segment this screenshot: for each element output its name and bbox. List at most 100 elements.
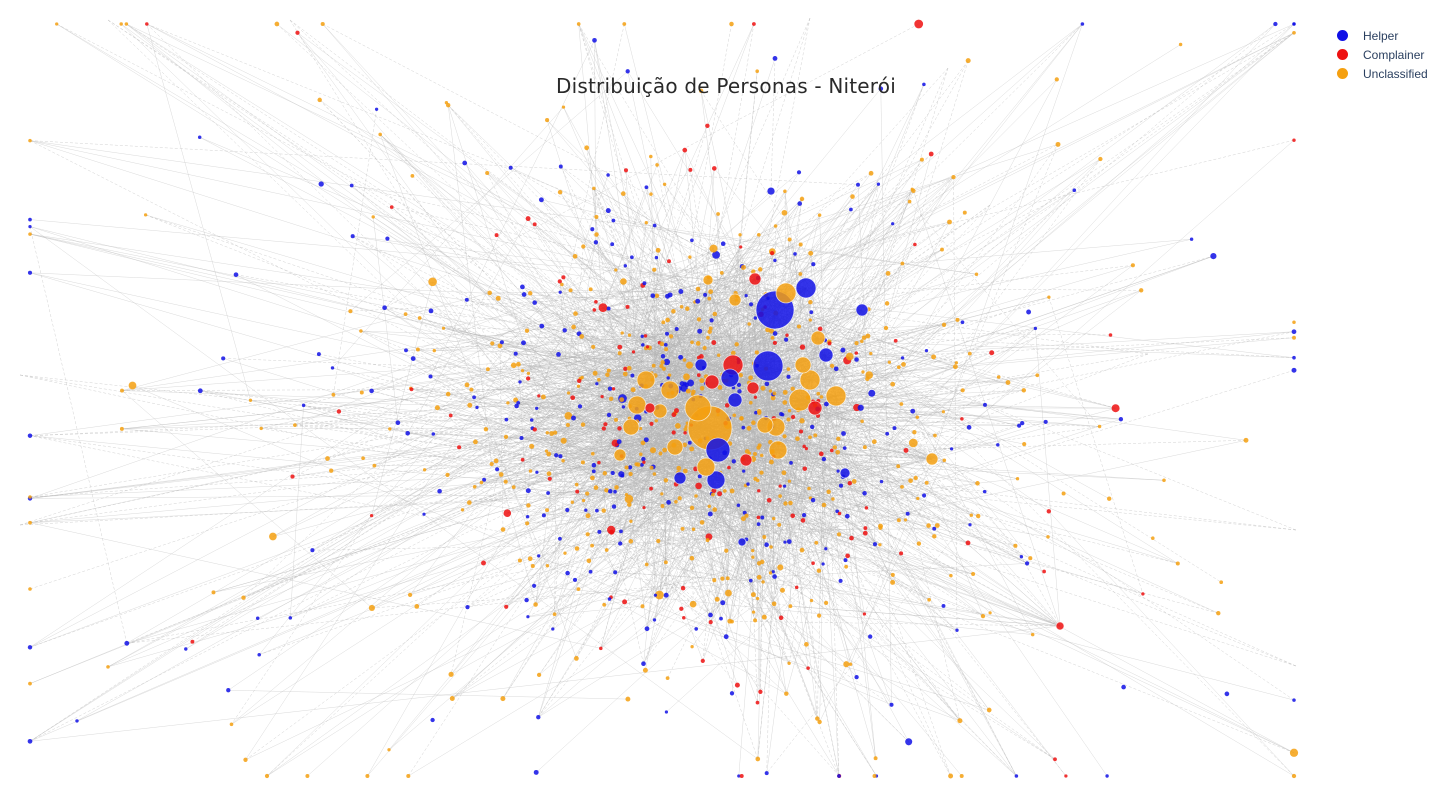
- node-helper[interactable]: [764, 542, 769, 547]
- node-helper[interactable]: [1072, 188, 1077, 193]
- node-helper[interactable]: [644, 185, 649, 190]
- node-unclassified[interactable]: [768, 459, 774, 465]
- node-unclassified[interactable]: [887, 360, 892, 364]
- node-complainer[interactable]: [625, 304, 630, 309]
- node-helper[interactable]: [613, 570, 618, 575]
- node-helper[interactable]: [780, 412, 785, 417]
- node-unclassified[interactable]: [685, 361, 694, 369]
- node-unclassified[interactable]: [387, 748, 391, 752]
- node-unclassified[interactable]: [445, 472, 450, 477]
- node-unclassified[interactable]: [951, 174, 956, 180]
- node-complainer[interactable]: [893, 338, 898, 343]
- node-unclassified[interactable]: [756, 232, 761, 237]
- hub-node-unclassified[interactable]: [799, 369, 821, 391]
- node-unclassified[interactable]: [571, 324, 576, 330]
- node-unclassified[interactable]: [467, 402, 473, 408]
- node-unclassified[interactable]: [654, 293, 660, 299]
- node-unclassified[interactable]: [844, 564, 848, 569]
- node-complainer[interactable]: [611, 387, 616, 391]
- node-helper[interactable]: [584, 508, 588, 512]
- node-unclassified[interactable]: [751, 610, 756, 614]
- node-helper[interactable]: [525, 515, 530, 519]
- node-complainer[interactable]: [601, 426, 606, 431]
- node-complainer[interactable]: [913, 242, 917, 247]
- node-unclassified[interactable]: [568, 288, 573, 293]
- node-helper[interactable]: [591, 462, 597, 468]
- node-helper[interactable]: [538, 197, 544, 203]
- node-helper[interactable]: [518, 380, 522, 384]
- node-unclassified[interactable]: [749, 400, 753, 405]
- node-unclassified[interactable]: [778, 494, 782, 498]
- hub-node-helper[interactable]: [737, 537, 747, 547]
- node-helper[interactable]: [663, 342, 668, 347]
- node-unclassified[interactable]: [872, 774, 877, 778]
- node-complainer[interactable]: [688, 167, 693, 172]
- legend-item-helper[interactable]: Helper: [1336, 26, 1428, 45]
- node-unclassified[interactable]: [1030, 632, 1035, 637]
- node-unclassified[interactable]: [365, 774, 370, 778]
- node-helper[interactable]: [595, 382, 599, 386]
- node-unclassified[interactable]: [229, 722, 234, 727]
- node-unclassified[interactable]: [819, 395, 824, 399]
- node-unclassified[interactable]: [676, 465, 682, 471]
- node-complainer[interactable]: [607, 525, 616, 535]
- node-unclassified[interactable]: [910, 187, 914, 191]
- node-helper[interactable]: [606, 306, 611, 311]
- node-complainer[interactable]: [592, 308, 597, 312]
- node-unclassified[interactable]: [878, 525, 883, 530]
- node-complainer[interactable]: [772, 340, 777, 345]
- node-unclassified[interactable]: [533, 602, 538, 607]
- node-unclassified[interactable]: [916, 541, 922, 546]
- node-unclassified[interactable]: [305, 774, 310, 778]
- node-unclassified[interactable]: [850, 194, 855, 199]
- node-unclassified[interactable]: [585, 513, 591, 519]
- node-helper[interactable]: [588, 569, 593, 574]
- node-complainer[interactable]: [696, 373, 701, 377]
- node-unclassified[interactable]: [331, 392, 336, 397]
- hub-node-unclassified[interactable]: [810, 330, 826, 346]
- node-unclassified[interactable]: [1098, 156, 1103, 162]
- node-unclassified[interactable]: [573, 311, 578, 316]
- node-helper[interactable]: [526, 615, 530, 619]
- node-unclassified[interactable]: [845, 352, 854, 361]
- node-complainer[interactable]: [804, 446, 809, 451]
- node-unclassified[interactable]: [1292, 335, 1296, 340]
- node-unclassified[interactable]: [1035, 373, 1040, 378]
- node-helper[interactable]: [385, 236, 390, 241]
- node-helper[interactable]: [966, 425, 972, 430]
- node-helper[interactable]: [1020, 420, 1025, 426]
- node-unclassified[interactable]: [1097, 424, 1102, 429]
- node-helper[interactable]: [524, 597, 529, 603]
- node-unclassified[interactable]: [712, 507, 718, 512]
- node-helper[interactable]: [621, 405, 626, 409]
- node-helper[interactable]: [771, 570, 775, 574]
- node-helper[interactable]: [844, 513, 850, 519]
- node-unclassified[interactable]: [580, 422, 586, 427]
- node-complainer[interactable]: [753, 395, 758, 399]
- node-helper[interactable]: [607, 597, 612, 601]
- node-unclassified[interactable]: [959, 774, 964, 778]
- node-unclassified[interactable]: [682, 442, 687, 448]
- node-unclassified[interactable]: [466, 500, 472, 505]
- node-helper[interactable]: [350, 234, 355, 239]
- hub-node-helper[interactable]: [694, 358, 708, 372]
- node-unclassified[interactable]: [817, 213, 822, 217]
- node-unclassified[interactable]: [851, 479, 857, 484]
- node-unclassified[interactable]: [757, 443, 762, 448]
- hub-node-complainer[interactable]: [746, 381, 760, 395]
- node-helper[interactable]: [707, 511, 713, 517]
- node-unclassified[interactable]: [691, 389, 696, 395]
- node-unclassified[interactable]: [1047, 295, 1051, 299]
- node-helper[interactable]: [257, 652, 261, 657]
- hub-node-unclassified[interactable]: [622, 418, 640, 436]
- node-unclassified[interactable]: [574, 656, 579, 661]
- node-unclassified[interactable]: [639, 452, 643, 457]
- node-complainer[interactable]: [525, 216, 531, 222]
- node-helper[interactable]: [197, 388, 203, 394]
- node-complainer[interactable]: [682, 616, 686, 620]
- node-unclassified[interactable]: [1013, 543, 1018, 548]
- node-helper[interactable]: [374, 107, 379, 111]
- node-unclassified[interactable]: [862, 445, 867, 450]
- node-complainer[interactable]: [643, 334, 648, 338]
- node-unclassified[interactable]: [552, 612, 557, 617]
